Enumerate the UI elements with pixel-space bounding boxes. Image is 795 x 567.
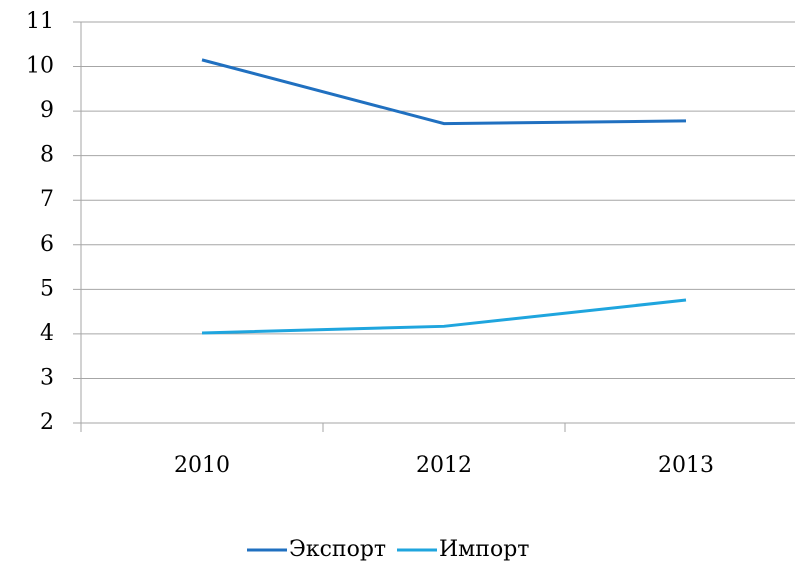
legend-label: Импорт [439, 537, 529, 562]
y-tick-label: 5 [40, 276, 54, 301]
series-line [201, 298, 687, 335]
x-tick-label: 2012 [416, 453, 472, 478]
y-tick-label: 3 [40, 365, 54, 390]
y-tick-label: 9 [40, 98, 54, 123]
y-tick-label: 4 [40, 321, 54, 346]
y-tick-label: 7 [40, 187, 54, 212]
y-tick-label: 2 [40, 410, 54, 435]
x-tick-label: 2010 [174, 453, 230, 478]
y-tick-label: 6 [40, 232, 54, 257]
x-tick-label: 2013 [658, 453, 714, 478]
y-tick-label: 10 [26, 54, 54, 79]
series-line [201, 58, 687, 126]
legend-label: Экспорт [289, 537, 386, 562]
y-tick-label: 11 [26, 9, 54, 34]
y-tick-label: 8 [40, 143, 54, 168]
